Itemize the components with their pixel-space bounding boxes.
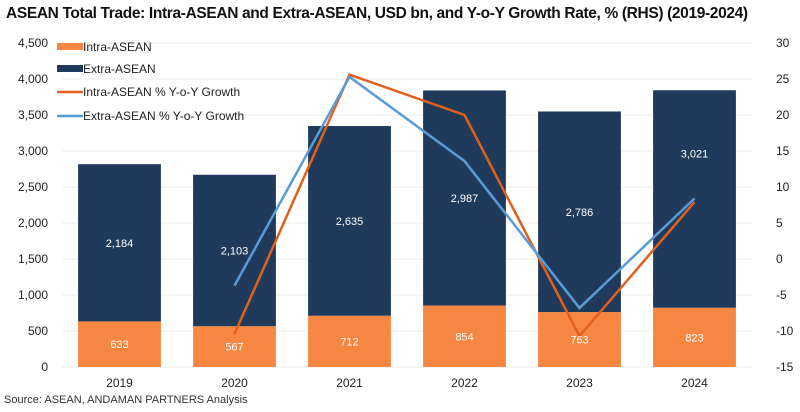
right-axis-tick: 15 — [776, 144, 790, 158]
bar-intra-asean — [308, 315, 391, 367]
data-labels: 633 2,184 567 2,103 712 2,635 854 2,987 763 2,786… — [106, 149, 709, 354]
legend-label: Intra-ASEAN % Y-o-Y Growth — [83, 85, 240, 99]
bar-extra-asean — [193, 174, 276, 327]
data-label-intra: 712 — [340, 336, 358, 348]
legend-swatch — [57, 65, 83, 72]
x-axis-tick: 2019 — [106, 376, 133, 390]
data-label-extra: 3,021 — [681, 149, 709, 161]
data-label-intra: 763 — [570, 335, 588, 347]
data-label-extra: 2,103 — [221, 245, 249, 257]
bar-extra-asean — [308, 126, 391, 316]
bar-intra-asean — [538, 312, 621, 367]
legend-swatch — [57, 43, 83, 50]
legend-label: Intra-ASEAN — [83, 40, 152, 54]
x-axis-tick: 2024 — [681, 376, 708, 390]
left-axis-tick: 500 — [28, 324, 48, 338]
left-axis-tick: 3,000 — [18, 144, 48, 158]
right-axis-tick: -15 — [776, 360, 794, 374]
data-label-extra: 2,987 — [451, 193, 479, 205]
legend-label: Extra-ASEAN % Y-o-Y Growth — [83, 109, 244, 123]
x-axis-tick: 2022 — [451, 376, 478, 390]
legend: Intra-ASEAN Extra-ASEAN Intra-ASEAN % Y-o-… — [57, 40, 244, 123]
growth-lines — [233, 73, 696, 339]
right-axis-tick: 25 — [776, 72, 790, 86]
left-axis-tick: 0 — [41, 360, 48, 374]
left-axis-tick: 4,000 — [18, 72, 48, 86]
bars — [78, 90, 736, 367]
right-axis: -15 -10 -5 0 5 10 15 20 25 30 — [776, 36, 794, 374]
x-axis-tick: 2021 — [336, 376, 363, 390]
right-axis-tick: 10 — [776, 180, 790, 194]
left-axis: 0 500 1,000 1,500 2,000 2,500 3,000 3,500 4,000 4… — [18, 36, 48, 374]
data-label-extra: 2,635 — [336, 216, 364, 228]
data-label-extra: 2,184 — [106, 238, 134, 250]
right-axis-tick: -5 — [776, 288, 787, 302]
data-label-extra: 2,786 — [566, 207, 594, 219]
data-label-intra: 823 — [685, 332, 703, 344]
bar-intra-asean — [78, 321, 161, 367]
right-axis-tick: 30 — [776, 36, 790, 50]
bar-intra-asean — [423, 305, 506, 367]
right-axis-tick: -10 — [776, 324, 794, 338]
left-axis-tick: 2,500 — [18, 180, 48, 194]
left-axis-tick: 4,500 — [18, 36, 48, 50]
bar-extra-asean — [78, 164, 161, 322]
left-axis-tick: 2,000 — [18, 216, 48, 230]
bar-extra-asean — [538, 111, 621, 313]
data-label-intra: 567 — [225, 342, 243, 354]
gridlines — [62, 42, 752, 368]
x-axis-tick: 2020 — [221, 376, 248, 390]
left-axis-tick: 3,500 — [18, 108, 48, 122]
legend-label: Extra-ASEAN — [83, 62, 156, 76]
x-axis-tick: 2023 — [566, 376, 593, 390]
right-axis-tick: 0 — [776, 252, 783, 266]
bar-intra-asean — [653, 307, 736, 367]
left-axis-tick: 1,500 — [18, 252, 48, 266]
right-axis-tick: 5 — [776, 216, 783, 230]
chart-title: ASEAN Total Trade: Intra-ASEAN and Extra… — [6, 5, 748, 22]
data-label-intra: 633 — [110, 339, 128, 351]
right-axis-tick: 20 — [776, 108, 790, 122]
left-axis-tick: 1,000 — [18, 288, 48, 302]
source-note: Source: ASEAN, ANDAMAN PARTNERS Analysis — [4, 394, 248, 406]
data-label-intra: 854 — [455, 331, 473, 343]
x-axis: 2019 2020 2021 2022 2023 2024 — [106, 376, 708, 390]
